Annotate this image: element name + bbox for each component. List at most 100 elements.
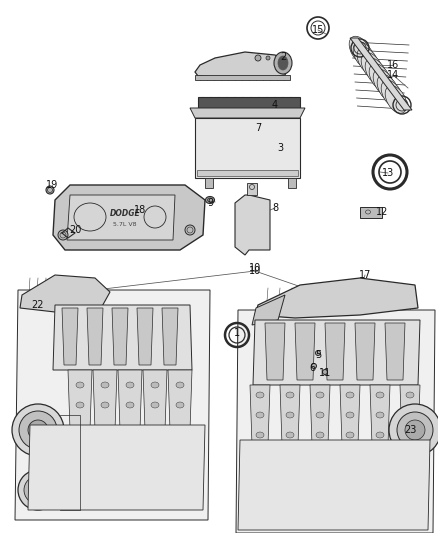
Ellipse shape bbox=[389, 404, 438, 456]
Polygon shape bbox=[195, 118, 300, 178]
Ellipse shape bbox=[349, 36, 371, 64]
Ellipse shape bbox=[274, 52, 292, 74]
Polygon shape bbox=[235, 195, 270, 255]
Ellipse shape bbox=[12, 404, 64, 456]
Text: 11: 11 bbox=[319, 368, 331, 378]
Ellipse shape bbox=[24, 476, 52, 504]
Polygon shape bbox=[360, 207, 382, 218]
Ellipse shape bbox=[58, 230, 68, 240]
Ellipse shape bbox=[46, 186, 54, 194]
Ellipse shape bbox=[381, 80, 403, 108]
Ellipse shape bbox=[151, 402, 159, 408]
Polygon shape bbox=[67, 195, 175, 240]
Polygon shape bbox=[28, 425, 205, 510]
Polygon shape bbox=[93, 370, 117, 430]
Polygon shape bbox=[295, 323, 315, 380]
Polygon shape bbox=[195, 52, 288, 78]
Ellipse shape bbox=[346, 412, 354, 418]
Ellipse shape bbox=[176, 402, 184, 408]
Ellipse shape bbox=[346, 392, 354, 398]
Ellipse shape bbox=[376, 412, 384, 418]
Ellipse shape bbox=[18, 470, 58, 510]
Ellipse shape bbox=[316, 412, 324, 418]
Ellipse shape bbox=[256, 392, 264, 398]
Polygon shape bbox=[400, 385, 420, 445]
Polygon shape bbox=[20, 275, 110, 312]
Ellipse shape bbox=[286, 412, 294, 418]
Polygon shape bbox=[350, 38, 412, 110]
Polygon shape bbox=[355, 323, 375, 380]
Polygon shape bbox=[250, 385, 270, 445]
Text: 20: 20 bbox=[69, 225, 81, 235]
Ellipse shape bbox=[278, 56, 288, 70]
Polygon shape bbox=[288, 178, 296, 188]
Ellipse shape bbox=[406, 432, 414, 438]
Ellipse shape bbox=[255, 55, 261, 61]
Ellipse shape bbox=[397, 412, 433, 448]
Ellipse shape bbox=[205, 197, 215, 204]
Bar bbox=[197, 170, 298, 176]
Text: 4: 4 bbox=[272, 100, 278, 110]
Ellipse shape bbox=[357, 47, 379, 75]
Text: 1: 1 bbox=[234, 328, 240, 338]
Ellipse shape bbox=[353, 42, 375, 69]
Polygon shape bbox=[370, 385, 390, 445]
Ellipse shape bbox=[376, 392, 384, 398]
Polygon shape bbox=[195, 75, 290, 80]
Text: 12: 12 bbox=[376, 207, 388, 217]
Polygon shape bbox=[162, 308, 178, 365]
Ellipse shape bbox=[365, 58, 387, 86]
Text: 5: 5 bbox=[315, 350, 321, 360]
Text: 22: 22 bbox=[32, 300, 44, 310]
Ellipse shape bbox=[256, 432, 264, 438]
Ellipse shape bbox=[385, 86, 407, 113]
Text: 10: 10 bbox=[249, 263, 261, 273]
Polygon shape bbox=[205, 178, 213, 188]
Text: 6: 6 bbox=[309, 363, 315, 373]
Ellipse shape bbox=[377, 75, 399, 102]
Polygon shape bbox=[53, 185, 205, 250]
Polygon shape bbox=[87, 308, 103, 365]
Ellipse shape bbox=[266, 56, 270, 60]
Ellipse shape bbox=[176, 382, 184, 388]
Ellipse shape bbox=[76, 382, 84, 388]
Ellipse shape bbox=[406, 392, 414, 398]
Text: 14: 14 bbox=[387, 70, 399, 80]
Text: 9: 9 bbox=[207, 198, 213, 208]
Polygon shape bbox=[137, 308, 153, 365]
Ellipse shape bbox=[369, 64, 391, 91]
Polygon shape bbox=[112, 308, 128, 365]
Polygon shape bbox=[280, 385, 300, 445]
Polygon shape bbox=[385, 323, 405, 380]
Ellipse shape bbox=[76, 402, 84, 408]
Text: 16: 16 bbox=[387, 60, 399, 70]
Ellipse shape bbox=[315, 351, 321, 356]
Ellipse shape bbox=[361, 53, 383, 80]
Text: 18: 18 bbox=[134, 205, 146, 215]
Polygon shape bbox=[168, 370, 192, 430]
Polygon shape bbox=[143, 370, 167, 430]
Ellipse shape bbox=[28, 420, 48, 440]
Text: 5.7L V8: 5.7L V8 bbox=[113, 222, 137, 228]
Ellipse shape bbox=[376, 432, 384, 438]
Ellipse shape bbox=[34, 426, 42, 434]
Polygon shape bbox=[190, 108, 305, 118]
Ellipse shape bbox=[101, 402, 109, 408]
Text: 19: 19 bbox=[46, 180, 58, 190]
Text: 23: 23 bbox=[404, 425, 416, 435]
Ellipse shape bbox=[126, 382, 134, 388]
Ellipse shape bbox=[256, 412, 264, 418]
Ellipse shape bbox=[19, 411, 57, 449]
Polygon shape bbox=[238, 440, 430, 530]
Polygon shape bbox=[247, 183, 257, 195]
Text: 8: 8 bbox=[272, 203, 278, 213]
Ellipse shape bbox=[101, 382, 109, 388]
Ellipse shape bbox=[126, 402, 134, 408]
Text: DODGE: DODGE bbox=[110, 208, 140, 217]
Ellipse shape bbox=[406, 412, 414, 418]
Text: 7: 7 bbox=[255, 123, 261, 133]
Polygon shape bbox=[265, 323, 285, 380]
Ellipse shape bbox=[316, 432, 324, 438]
Ellipse shape bbox=[316, 392, 324, 398]
Ellipse shape bbox=[185, 225, 195, 235]
